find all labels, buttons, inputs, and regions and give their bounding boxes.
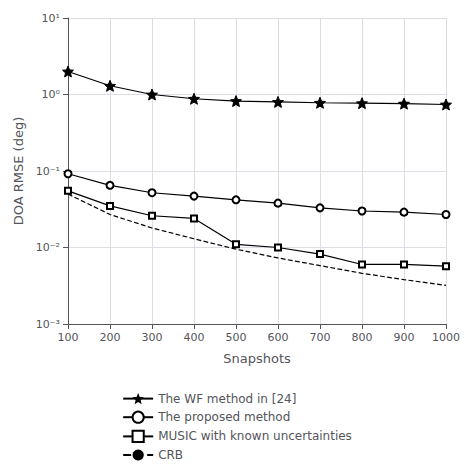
svg-text:600: 600 — [268, 331, 289, 344]
svg-text:200: 200 — [100, 331, 121, 344]
svg-text:10⁰: 10⁰ — [42, 88, 61, 101]
svg-text:900: 900 — [394, 331, 415, 344]
svg-text:Snapshots: Snapshots — [223, 351, 291, 366]
svg-text:100: 100 — [58, 331, 79, 344]
svg-text:MUSIC with known uncertainties: MUSIC with known uncertainties — [158, 429, 352, 443]
svg-text:DOA RMSE (deg): DOA RMSE (deg) — [11, 117, 26, 226]
svg-text:The WF method in [24]: The WF method in [24] — [157, 392, 296, 406]
svg-text:10¹: 10¹ — [42, 12, 60, 25]
svg-text:10⁻²: 10⁻² — [36, 241, 60, 254]
svg-text:300: 300 — [142, 331, 163, 344]
svg-text:10⁻¹: 10⁻¹ — [36, 165, 60, 178]
svg-text:1000: 1000 — [432, 331, 460, 344]
svg-text:CRB: CRB — [158, 448, 183, 462]
svg-text:10⁻³: 10⁻³ — [36, 318, 60, 331]
svg-text:The proposed method: The proposed method — [157, 410, 290, 424]
svg-text:400: 400 — [184, 331, 205, 344]
svg-text:500: 500 — [226, 331, 247, 344]
svg-text:700: 700 — [310, 331, 331, 344]
svg-text:800: 800 — [352, 331, 373, 344]
